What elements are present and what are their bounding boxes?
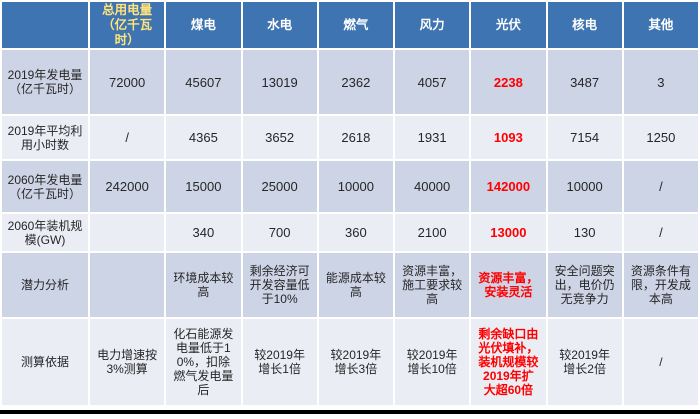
table-cell: 10000 xyxy=(547,161,622,213)
col-header-hydro: 水电 xyxy=(242,2,317,49)
col-header-wind: 风力 xyxy=(395,2,470,49)
col-header-total-consumption: 总用电量（亿千瓦时） xyxy=(90,2,165,49)
table-cell: 13019 xyxy=(242,50,317,115)
table-cell: 2100 xyxy=(395,214,470,252)
table-cell: 较2019年增长10倍 xyxy=(395,319,470,406)
table-cell: / xyxy=(623,161,698,213)
table-cell: 72000 xyxy=(90,50,165,115)
table-cell: 安全问题突出，电价仍无竞争力 xyxy=(547,253,622,318)
row-2019-generation: 2019年发电量（亿千瓦时） 72000 45607 13019 2362 40… xyxy=(2,50,698,115)
table-cell: 资源丰富，施工要求较高 xyxy=(395,253,470,318)
table-cell: 2362 xyxy=(318,50,393,115)
table-cell-solar-highlight: 142000 xyxy=(471,161,546,213)
row-2060-generation: 2060年发电量（亿千瓦时） 242000 15000 25000 10000 … xyxy=(2,161,698,213)
table-cell: / xyxy=(623,319,698,406)
table-cell: 2618 xyxy=(318,116,393,160)
table-cell: 242000 xyxy=(90,161,165,213)
table-cell: 15000 xyxy=(166,161,241,213)
corner-cell xyxy=(2,2,88,49)
row-label: 测算依据 xyxy=(2,319,88,406)
table-cell: / xyxy=(90,116,165,160)
table-cell: 4365 xyxy=(166,116,241,160)
row-calculation-basis: 测算依据 电力增速按3%测算 化石能源发电量低于10%，扣除燃气发电量后 较20… xyxy=(2,319,698,406)
table-cell-solar-highlight: 1093 xyxy=(471,116,546,160)
table-cell: 剩余经济可开发容量低于10% xyxy=(242,253,317,318)
table-cell: 电力增速按3%测算 xyxy=(90,319,165,406)
table-cell: 资源条件有限，开发成本高 xyxy=(623,253,698,318)
row-label: 2019年发电量（亿千瓦时） xyxy=(2,50,88,115)
table-cell xyxy=(90,253,165,318)
col-header-other: 其他 xyxy=(623,2,698,49)
table-cell: 45607 xyxy=(166,50,241,115)
table-cell: 40000 xyxy=(395,161,470,213)
row-label: 2019年平均利用小时数 xyxy=(2,116,88,160)
row-label: 2060年发电量（亿千瓦时） xyxy=(2,161,88,213)
table-cell: 340 xyxy=(166,214,241,252)
table-cell-solar-highlight: 2238 xyxy=(471,50,546,115)
row-label: 潜力分析 xyxy=(2,253,88,318)
table-cell: / xyxy=(623,214,698,252)
col-header-solar: 光伏 xyxy=(471,2,546,49)
table-cell: 3652 xyxy=(242,116,317,160)
table-cell xyxy=(90,214,165,252)
table-cell-solar-highlight: 剩余缺口由光伏填补，装机规模较2019年扩大超60倍 xyxy=(471,319,546,406)
table-cell: 1250 xyxy=(623,116,698,160)
table-cell-solar-highlight: 资源丰富，安装灵活 xyxy=(471,253,546,318)
table-cell: 能源成本较高 xyxy=(318,253,393,318)
table-cell: 化石能源发电量低于10%，扣除燃气发电量后 xyxy=(166,319,241,406)
table-cell: 130 xyxy=(547,214,622,252)
table-cell-solar-highlight: 13000 xyxy=(471,214,546,252)
col-header-gas: 燃气 xyxy=(318,2,393,49)
row-label: 2060年装机规模(GW) xyxy=(2,214,88,252)
table-cell: 360 xyxy=(318,214,393,252)
table-cell: 环境成本较高 xyxy=(166,253,241,318)
table-cell: 4057 xyxy=(395,50,470,115)
row-2019-utilization-hours: 2019年平均利用小时数 / 4365 3652 2618 1931 1093 … xyxy=(2,116,698,160)
table-cell: 较2019年增长3倍 xyxy=(318,319,393,406)
table-cell: 3487 xyxy=(547,50,622,115)
table-cell: 1931 xyxy=(395,116,470,160)
table-cell: 7154 xyxy=(547,116,622,160)
table-cell: 25000 xyxy=(242,161,317,213)
col-header-coal: 煤电 xyxy=(166,2,241,49)
table-cell: 10000 xyxy=(318,161,393,213)
table-cell: 较2019年增长1倍 xyxy=(242,319,317,406)
col-header-nuclear: 核电 xyxy=(547,2,622,49)
table-cell: 3 xyxy=(623,50,698,115)
header-row: 总用电量（亿千瓦时） 煤电 水电 燃气 风力 光伏 核电 其他 xyxy=(2,2,698,49)
bottom-rule xyxy=(0,410,700,415)
row-2060-installed-capacity: 2060年装机规模(GW) 340 700 360 2100 13000 130… xyxy=(2,214,698,252)
table-cell: 较2019年增长2倍 xyxy=(547,319,622,406)
power-generation-table: 总用电量（亿千瓦时） 煤电 水电 燃气 风力 光伏 核电 其他 2019年发电量… xyxy=(2,2,698,406)
row-potential-analysis: 潜力分析 环境成本较高 剩余经济可开发容量低于10% 能源成本较高 资源丰富，施… xyxy=(2,253,698,318)
table-cell: 700 xyxy=(242,214,317,252)
